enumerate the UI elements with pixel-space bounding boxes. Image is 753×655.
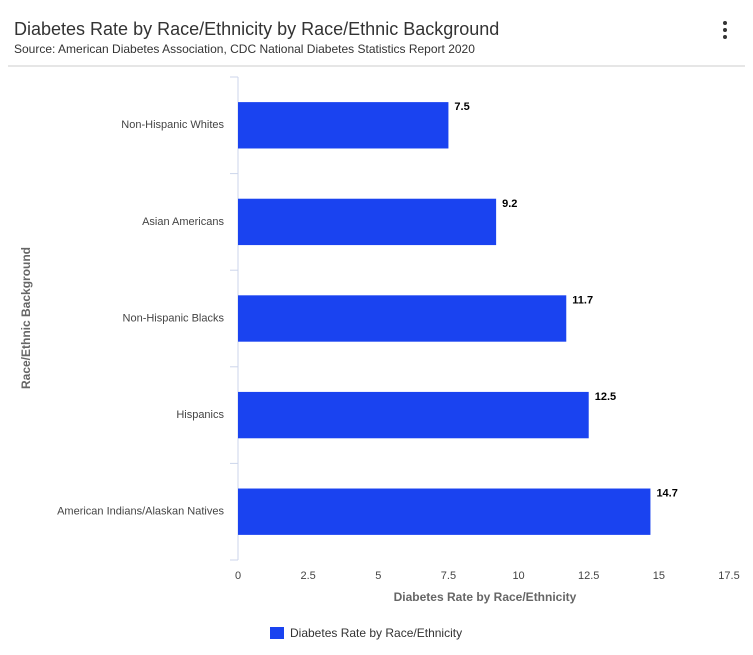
menu-dot xyxy=(723,28,727,32)
value-label: 9.2 xyxy=(502,198,517,210)
menu-button[interactable] xyxy=(723,21,727,39)
x-axis-label: Diabetes Rate by Race/Ethnicity xyxy=(394,590,577,604)
x-tick-label: 12.5 xyxy=(578,570,599,582)
y-tick-label: Non-Hispanic Blacks xyxy=(123,312,225,324)
legend-swatch xyxy=(270,627,284,639)
x-tick-label: 0 xyxy=(235,570,241,582)
value-label: 11.7 xyxy=(572,294,593,306)
value-label: 12.5 xyxy=(595,391,616,403)
bar xyxy=(238,391,589,439)
bar xyxy=(238,198,497,246)
menu-dot xyxy=(723,35,727,39)
menu-dot xyxy=(723,21,727,25)
value-label: 14.7 xyxy=(656,488,677,500)
x-tick-label: 15 xyxy=(653,570,665,582)
bar xyxy=(238,295,567,342)
y-tick-label: Asian Americans xyxy=(142,216,224,228)
x-tick-label: 2.5 xyxy=(300,570,315,582)
value-label: 7.5 xyxy=(454,101,469,113)
y-axis-label: Race/Ethnic Background xyxy=(19,247,33,389)
y-tick-label: Hispanics xyxy=(176,409,224,421)
bar xyxy=(238,488,651,535)
x-tick-label: 10 xyxy=(512,570,524,582)
x-tick-label: 5 xyxy=(375,570,381,582)
x-tick-label: 7.5 xyxy=(441,570,456,582)
bar xyxy=(238,102,449,149)
chart-subtitle: Source: American Diabetes Association, C… xyxy=(14,42,475,56)
y-tick-label: Non-Hispanic Whites xyxy=(121,119,224,131)
y-tick-label: American Indians/Alaskan Natives xyxy=(57,506,224,518)
legend-label: Diabetes Rate by Race/Ethnicity xyxy=(290,626,462,640)
x-tick-label: 17.5 xyxy=(718,570,739,582)
chart-title: Diabetes Rate by Race/Ethnicity by Race/… xyxy=(14,19,499,39)
